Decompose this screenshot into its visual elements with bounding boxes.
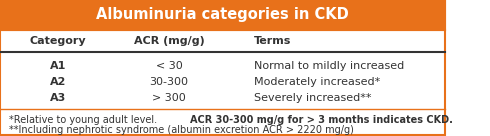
Text: Terms: Terms [254, 36, 291, 46]
Text: A2: A2 [49, 77, 66, 87]
Text: Albuminuria categories in CKD: Albuminuria categories in CKD [96, 7, 349, 22]
Text: A1: A1 [49, 61, 66, 71]
Text: *Relative to young adult level.: *Relative to young adult level. [9, 115, 163, 125]
Text: Normal to mildly increased: Normal to mildly increased [254, 61, 404, 71]
Text: Moderately increased*: Moderately increased* [254, 77, 380, 87]
Text: < 30: < 30 [156, 61, 182, 71]
Text: Severely increased**: Severely increased** [254, 93, 371, 103]
Text: **Including nephrotic syndrome (albumin excretion ACR > 2220 mg/g): **Including nephrotic syndrome (albumin … [9, 125, 354, 135]
FancyBboxPatch shape [0, 0, 445, 30]
Text: ACR (mg/g): ACR (mg/g) [134, 36, 204, 46]
Text: Category: Category [29, 36, 86, 46]
Text: > 300: > 300 [152, 93, 186, 103]
Text: 30-300: 30-300 [149, 77, 189, 87]
Text: A3: A3 [49, 93, 66, 103]
Text: ACR 30-300 mg/g for > 3 months indicates CKD.: ACR 30-300 mg/g for > 3 months indicates… [190, 115, 453, 125]
